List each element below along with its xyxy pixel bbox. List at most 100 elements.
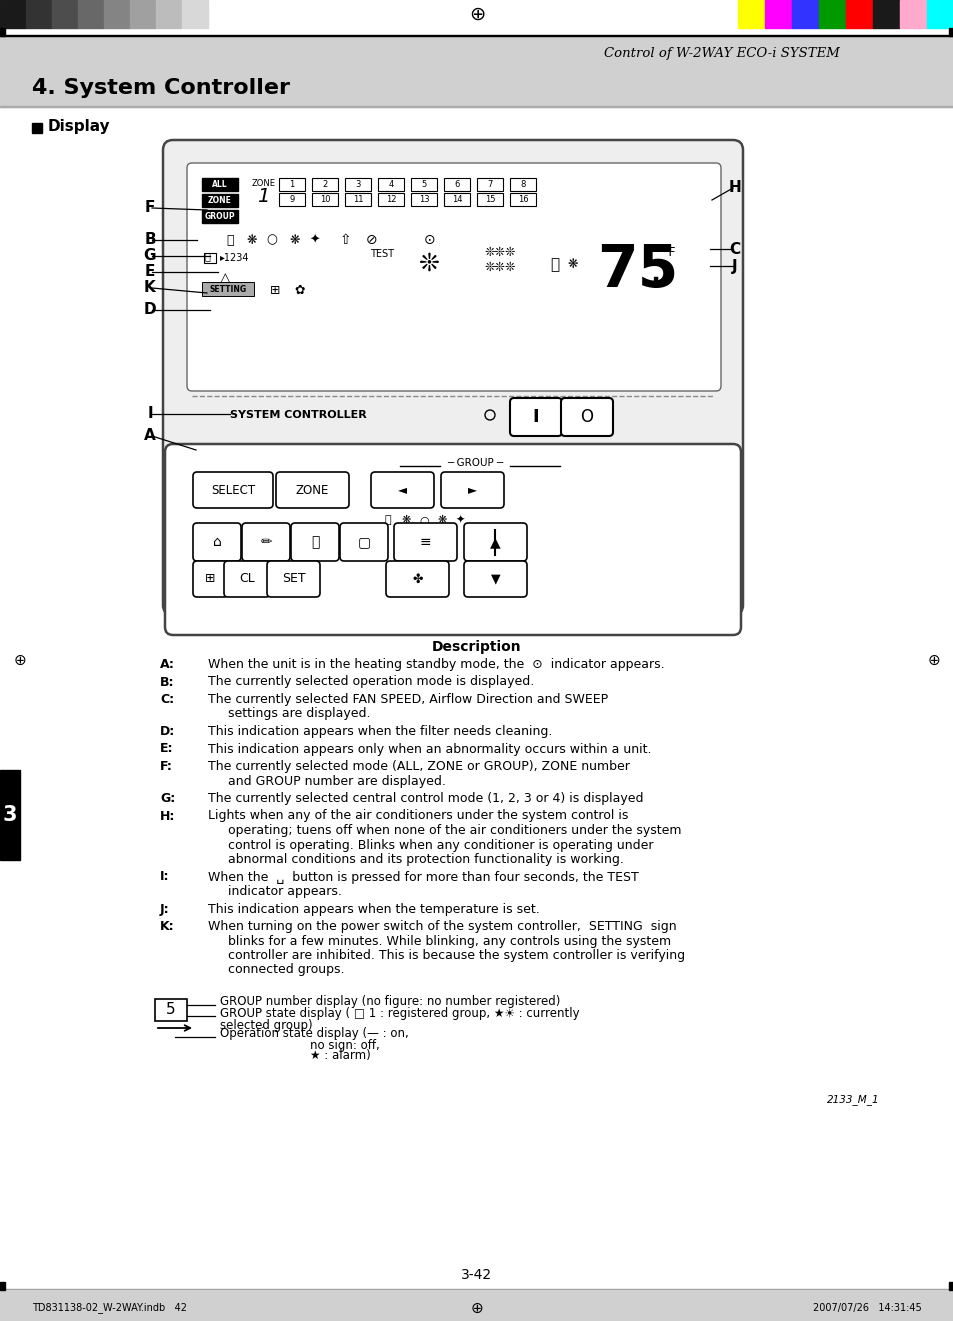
Text: ✦: ✦: [310, 234, 320, 247]
FancyBboxPatch shape: [371, 472, 434, 509]
Bar: [278, 193, 305, 206]
Text: ✏: ✏: [260, 535, 272, 550]
Text: The currently selected FAN SPEED, Airflow Direction and SWEEP: The currently selected FAN SPEED, Airflo…: [208, 694, 607, 705]
Text: H: H: [728, 181, 740, 196]
Text: K: K: [144, 280, 155, 296]
Text: settings are displayed.: settings are displayed.: [228, 708, 370, 720]
Text: 75: 75: [597, 242, 678, 299]
Text: 🖨: 🖨: [204, 251, 210, 262]
Text: ⊞: ⊞: [205, 572, 215, 585]
Bar: [345, 193, 371, 206]
Bar: [948, 28, 953, 36]
Text: The currently selected operation mode is displayed.: The currently selected operation mode is…: [208, 675, 534, 688]
Bar: [0, 34, 953, 36]
Text: H:: H:: [160, 810, 175, 823]
Bar: [202, 194, 237, 207]
Text: controller are inhibited. This is because the system controller is verifying: controller are inhibited. This is becaus…: [228, 948, 684, 962]
Text: 5: 5: [166, 1003, 175, 1017]
Text: ─ GROUP ─: ─ GROUP ─: [446, 458, 502, 468]
FancyBboxPatch shape: [267, 561, 319, 597]
Text: 10: 10: [319, 196, 330, 203]
Text: 6: 6: [454, 180, 459, 189]
Text: 12: 12: [385, 196, 395, 203]
Bar: [202, 281, 253, 296]
Text: operating; tuens off when none of the air conditioners under the system: operating; tuens off when none of the ai…: [228, 824, 680, 838]
FancyBboxPatch shape: [193, 561, 228, 597]
Text: F: F: [145, 201, 155, 215]
FancyBboxPatch shape: [510, 398, 561, 436]
Text: O: O: [579, 408, 593, 425]
Bar: [0, 770, 20, 860]
Text: 16: 16: [517, 196, 528, 203]
Text: ❊❊❊
❊❊❊: ❊❊❊ ❊❊❊: [484, 246, 516, 273]
Text: ★ : alarm): ★ : alarm): [310, 1049, 371, 1062]
Text: SETTING: SETTING: [210, 284, 246, 293]
Text: When turning on the power switch of the system controller,  SETTING  sign: When turning on the power switch of the …: [208, 919, 676, 933]
Text: ⊕: ⊕: [468, 4, 485, 24]
Text: ⛽: ⛽: [311, 535, 319, 550]
Bar: [411, 178, 436, 192]
Text: Display: Display: [48, 119, 111, 135]
Bar: [202, 210, 237, 223]
Bar: [0, 0, 953, 107]
Text: 3-42: 3-42: [461, 1268, 492, 1281]
FancyBboxPatch shape: [187, 162, 720, 391]
Bar: [345, 178, 371, 192]
Bar: [0, 1288, 953, 1291]
Text: ⊙: ⊙: [424, 232, 436, 247]
Bar: [377, 193, 403, 206]
Text: I: I: [532, 408, 538, 425]
Text: SET: SET: [281, 572, 305, 585]
Bar: [78, 0, 104, 28]
Bar: [204, 254, 215, 263]
Bar: [0, 1291, 953, 1321]
Text: 2133_M_1: 2133_M_1: [826, 1095, 879, 1106]
Bar: [278, 178, 305, 192]
Bar: [154, 999, 187, 1021]
FancyBboxPatch shape: [339, 523, 388, 561]
Text: abnormal conditions and its protection functionality is working.: abnormal conditions and its protection f…: [228, 853, 623, 867]
Text: When the  ␣  button is pressed for more than four seconds, the TEST: When the ␣ button is pressed for more th…: [208, 871, 639, 884]
Text: ▲: ▲: [490, 535, 500, 550]
Bar: [926, 0, 953, 28]
Text: ❋: ❋: [401, 515, 410, 524]
Bar: [26, 0, 52, 28]
Text: 2007/07/26   14:31:45: 2007/07/26 14:31:45: [812, 1303, 921, 1313]
Text: J:: J:: [160, 902, 170, 915]
Text: E:: E:: [160, 742, 173, 756]
Bar: [312, 193, 337, 206]
Text: C: C: [729, 242, 740, 256]
Text: ❋: ❋: [567, 259, 578, 272]
Text: ▼: ▼: [490, 572, 499, 585]
Text: ○: ○: [418, 515, 429, 524]
Text: 13: 13: [418, 196, 429, 203]
FancyBboxPatch shape: [193, 523, 241, 561]
Text: ALL: ALL: [212, 180, 228, 189]
Text: SYSTEM CONTROLLER: SYSTEM CONTROLLER: [230, 410, 366, 420]
Text: When the unit is in the heating standby mode, the  ⊙  indicator appears.: When the unit is in the heating standby …: [208, 658, 664, 671]
Text: I: I: [147, 407, 152, 421]
Text: ❋: ❋: [247, 234, 257, 247]
Text: 4: 4: [388, 180, 394, 189]
Text: This indication appears when the filter needs cleaning.: This indication appears when the filter …: [208, 725, 552, 738]
Text: ▸1234: ▸1234: [220, 254, 250, 263]
Text: 3: 3: [3, 804, 17, 826]
Text: 5: 5: [421, 180, 426, 189]
Bar: [845, 0, 872, 28]
Text: ⊕: ⊕: [926, 653, 940, 667]
Bar: [0, 70, 953, 107]
Bar: [872, 0, 899, 28]
Bar: [156, 0, 182, 28]
Text: 1: 1: [289, 180, 294, 189]
Bar: [182, 0, 208, 28]
Text: G: G: [144, 248, 156, 263]
Text: ❊: ❊: [419, 252, 440, 276]
Bar: [0, 28, 5, 36]
Bar: [202, 178, 237, 192]
Text: The currently selected central control mode (1, 2, 3 or 4) is displayed: The currently selected central control m…: [208, 793, 643, 804]
Text: selected group): selected group): [220, 1018, 313, 1032]
FancyBboxPatch shape: [165, 444, 740, 635]
Bar: [32, 123, 42, 133]
Text: control is operating. Blinks when any conditioner is operating under: control is operating. Blinks when any co…: [228, 839, 653, 852]
Bar: [0, 0, 26, 28]
